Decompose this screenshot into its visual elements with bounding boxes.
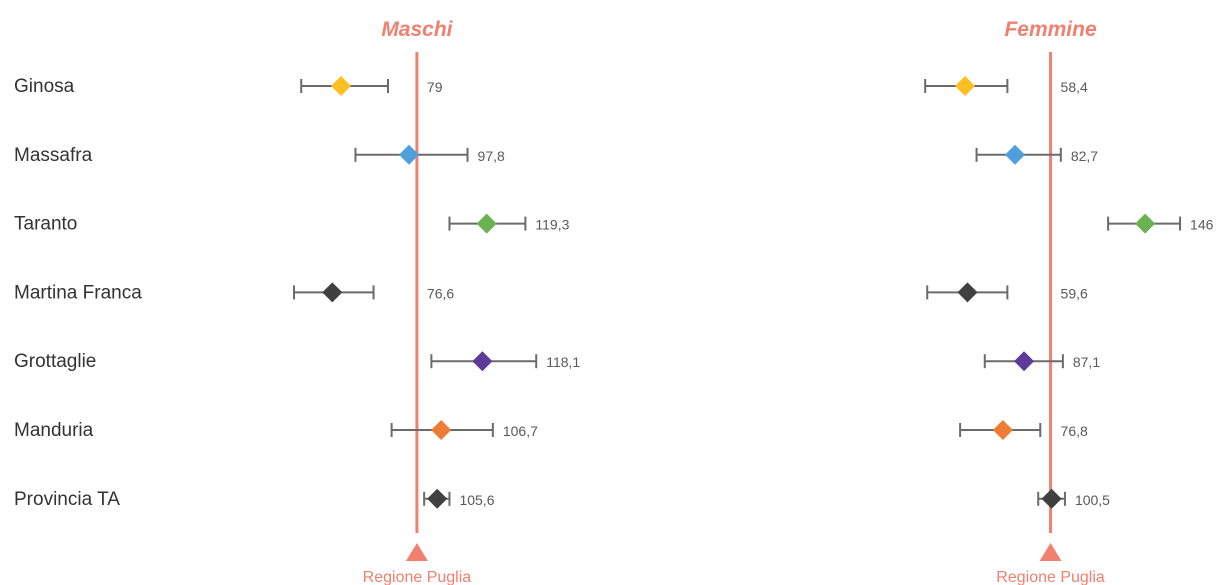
value-label-0-0: 79 xyxy=(427,79,443,95)
point-marker-0-2 xyxy=(476,213,497,234)
value-label-1-0: 58,4 xyxy=(1061,79,1088,95)
value-label-0-3: 76,6 xyxy=(427,285,454,301)
point-marker-1-2 xyxy=(1135,213,1156,234)
point-marker-1-0 xyxy=(955,76,976,96)
row-label-0: Ginosa xyxy=(14,76,75,97)
value-label-1-1: 82,7 xyxy=(1071,148,1098,164)
reference-marker-1 xyxy=(1039,543,1062,561)
point-marker-1-4 xyxy=(1014,351,1035,372)
row-label-4: Grottaglie xyxy=(14,351,96,372)
value-label-0-5: 106,7 xyxy=(503,423,538,439)
reference-label-1: Regione Puglia xyxy=(996,569,1105,585)
value-label-0-4: 118,1 xyxy=(546,354,580,370)
point-marker-0-3 xyxy=(322,282,343,303)
point-marker-1-5 xyxy=(992,420,1013,440)
point-marker-1-3 xyxy=(957,282,978,303)
point-marker-0-5 xyxy=(431,420,452,440)
point-marker-0-1 xyxy=(398,144,419,165)
row-label-3: Martina Franca xyxy=(14,282,142,303)
row-label-5: Manduria xyxy=(14,420,94,441)
point-marker-1-1 xyxy=(1004,144,1025,165)
point-marker-0-0 xyxy=(331,76,351,96)
row-label-6: Provincia TA xyxy=(14,489,120,510)
row-label-2: Taranto xyxy=(14,214,77,235)
point-marker-1-6 xyxy=(1041,488,1062,509)
point-marker-0-4 xyxy=(472,351,493,372)
value-label-0-6: 105,6 xyxy=(459,492,494,508)
row-label-1: Massafra xyxy=(14,145,93,166)
reference-label-0: Regione Puglia xyxy=(363,569,472,585)
value-label-0-2: 119,3 xyxy=(535,217,569,233)
panel-title-0: Maschi xyxy=(381,18,453,41)
value-label-1-6: 100,5 xyxy=(1075,492,1110,508)
panel-title-1: Femmine xyxy=(1004,18,1097,41)
value-label-0-1: 97,8 xyxy=(478,148,505,164)
value-label-1-3: 59,6 xyxy=(1061,285,1088,301)
value-label-1-5: 76,8 xyxy=(1061,423,1088,439)
reference-marker-0 xyxy=(405,543,428,561)
value-label-1-2: 146 xyxy=(1190,217,1214,233)
value-label-1-4: 87,1 xyxy=(1073,354,1100,370)
point-marker-0-6 xyxy=(427,488,448,509)
